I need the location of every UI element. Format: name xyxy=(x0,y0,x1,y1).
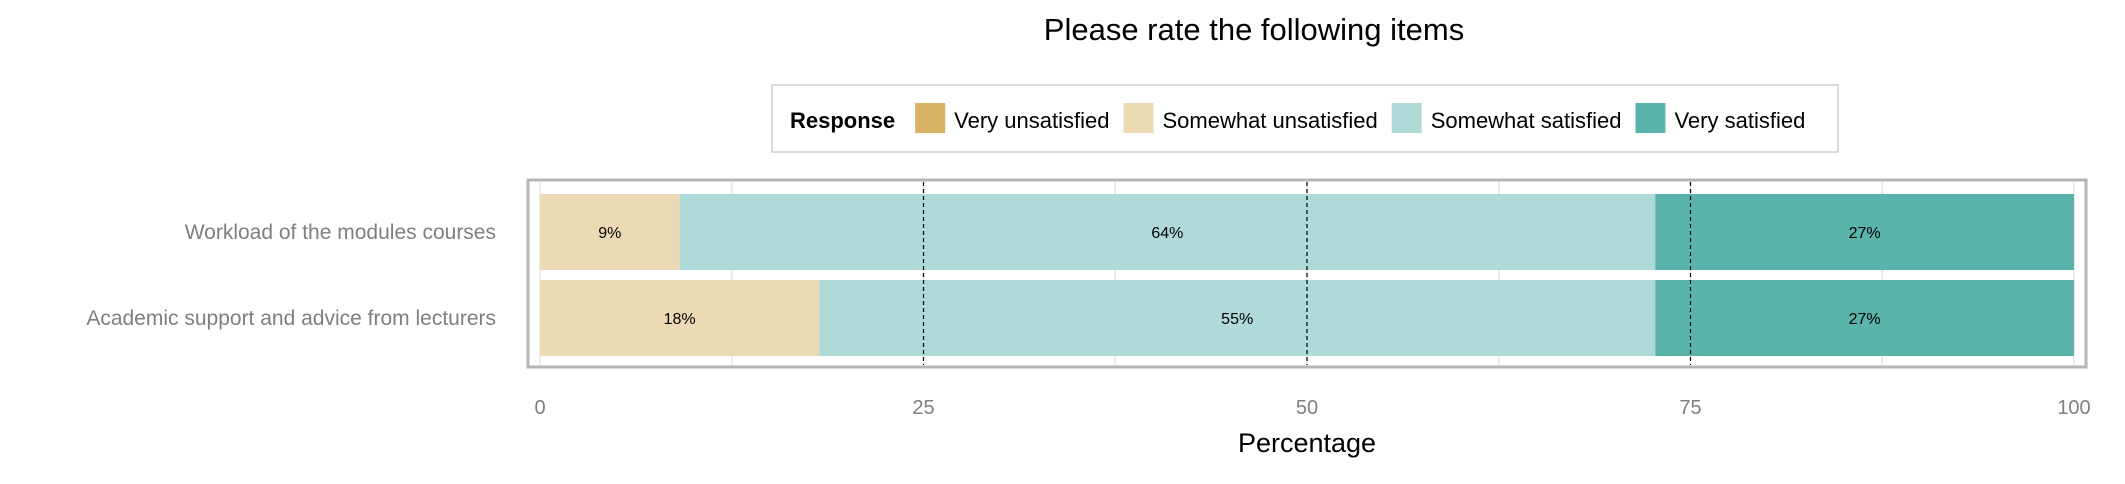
x-axis-title: Percentage xyxy=(1238,428,1376,458)
data-label: 9% xyxy=(598,225,621,242)
legend-item: Very unsatisfied xyxy=(915,103,1109,133)
data-label: 27% xyxy=(1849,311,1881,328)
legend-swatch xyxy=(1391,103,1422,133)
legend-label: Somewhat unsatisfied xyxy=(1162,108,1377,133)
bar-segment xyxy=(819,280,1656,356)
bars: 9% 64% 27% 18% 55% 27% xyxy=(540,194,2074,356)
data-label: 64% xyxy=(1151,225,1183,242)
plot-area: 9% 64% 27% 18% 55% 27% Workload of the modules… xyxy=(86,178,2091,419)
legend-swatch xyxy=(1635,103,1666,133)
legend-swatch xyxy=(915,103,946,133)
bar-segment xyxy=(540,280,820,356)
category-label: Workload of the modules courses xyxy=(185,221,496,244)
data-label: 18% xyxy=(664,311,696,328)
x-tick-label: 0 xyxy=(534,397,545,419)
legend: Response Very unsatisfied Somewhat unsati… xyxy=(771,84,1839,153)
bar-segment xyxy=(1655,194,2074,270)
x-tick-label: 50 xyxy=(1296,397,1318,419)
legend-title: Response xyxy=(790,108,895,133)
legend-item: Somewhat unsatisfied xyxy=(1123,103,1378,133)
legend-item: Somewhat satisfied xyxy=(1391,103,1622,133)
bar-segment xyxy=(1655,280,2074,356)
x-tick-label: 25 xyxy=(912,397,934,419)
legend-label: Very satisfied xyxy=(1674,108,1805,133)
category-label: Academic support and advice from lecture… xyxy=(86,307,496,330)
legend-label: Very unsatisfied xyxy=(954,108,1109,133)
bar-segment xyxy=(679,194,1656,270)
legend-swatch xyxy=(1123,103,1154,133)
x-axis-ticks: 0 25 50 75 100 xyxy=(534,397,2090,419)
x-tick-label: 75 xyxy=(1679,397,1701,419)
legend-item: Very satisfied xyxy=(1635,103,1805,133)
data-label: 55% xyxy=(1221,311,1253,328)
reference-lines xyxy=(922,182,1692,365)
chart-title: Please rate the following items xyxy=(1044,12,1464,47)
data-label: 27% xyxy=(1849,225,1881,242)
legend-label: Somewhat satisfied xyxy=(1431,108,1622,133)
x-tick-label: 100 xyxy=(2057,397,2090,419)
bar-segment xyxy=(540,194,680,270)
